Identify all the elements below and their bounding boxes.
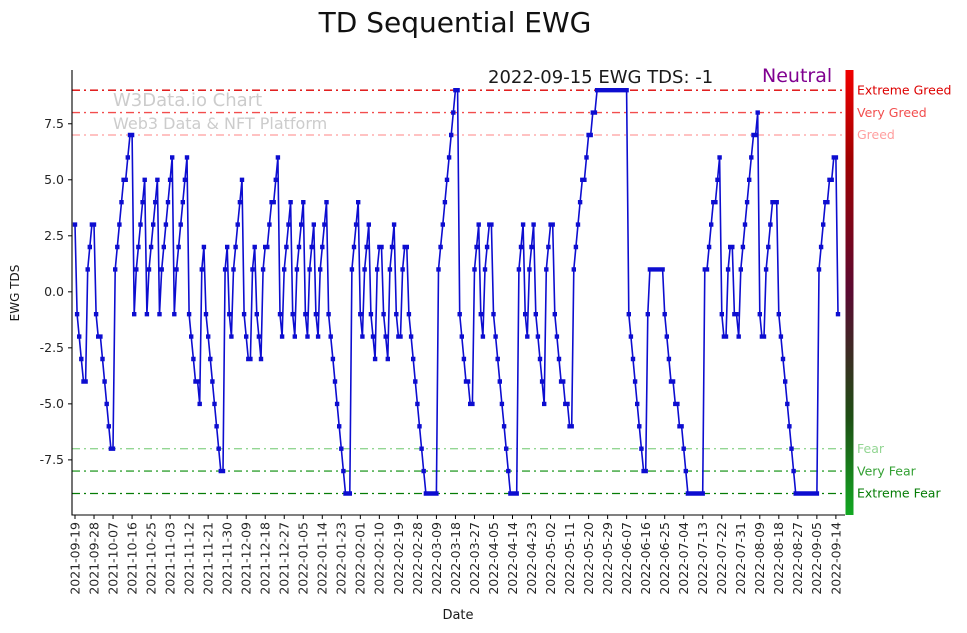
watermark-line1: W3Data.io Chart	[113, 90, 263, 111]
svg-text:2022-08-27: 2022-08-27	[790, 522, 805, 595]
threshold-lines	[72, 89, 845, 495]
svg-text:2022-02-10: 2022-02-10	[372, 522, 387, 595]
svg-text:-5.0: -5.0	[40, 396, 64, 411]
watermark-line2: Web3 Data & NFT Platform	[113, 114, 328, 133]
svg-text:2022-07-04: 2022-07-04	[676, 522, 691, 595]
svg-text:2022-06-07: 2022-06-07	[619, 522, 634, 595]
svg-text:2022-05-02: 2022-05-02	[543, 522, 558, 595]
svg-text:2022-08-18: 2022-08-18	[771, 522, 786, 595]
chart-title: TD Sequential EWG	[318, 6, 592, 39]
svg-text:2022-07-22: 2022-07-22	[714, 522, 729, 595]
x-tick-labels: 2021-09-19 2021-09-28 2021-10-07 2021-10-16…	[67, 515, 843, 595]
svg-text:2021-11-30: 2021-11-30	[220, 522, 235, 595]
svg-text:Very Fear: Very Fear	[857, 463, 917, 478]
svg-text:2021-10-07: 2021-10-07	[105, 522, 120, 595]
svg-text:2022-01-05: 2022-01-05	[296, 522, 311, 595]
threshold-labels: Extreme Greed Very Greed Greed Fear Very Fea…	[857, 82, 951, 500]
svg-text:2021-12-09: 2021-12-09	[239, 522, 254, 595]
svg-text:Very Greed: Very Greed	[857, 105, 927, 120]
svg-text:2022-04-14: 2022-04-14	[505, 522, 520, 595]
svg-text:2021-11-12: 2021-11-12	[182, 522, 197, 595]
data-markers	[72, 88, 841, 496]
svg-text:2022-03-27: 2022-03-27	[467, 522, 482, 595]
svg-text:2022-03-18: 2022-03-18	[448, 522, 463, 595]
current-value-annotation: 2022-09-15 EWG TDS: -1	[488, 67, 714, 88]
svg-text:Fear: Fear	[857, 441, 885, 456]
svg-text:2022-07-13: 2022-07-13	[695, 522, 710, 595]
sentiment-status-badge: Neutral	[762, 65, 833, 87]
svg-text:2022-02-28: 2022-02-28	[410, 522, 425, 595]
svg-text:2021-11-21: 2021-11-21	[201, 522, 216, 595]
svg-text:5.0: 5.0	[44, 172, 64, 187]
svg-text:2021-09-19: 2021-09-19	[67, 522, 82, 595]
svg-text:2022-05-11: 2022-05-11	[562, 522, 577, 595]
svg-text:2022-02-19: 2022-02-19	[391, 522, 406, 595]
svg-text:0.0: 0.0	[44, 284, 64, 299]
svg-text:Extreme Greed: Extreme Greed	[857, 82, 951, 97]
svg-text:2022-03-09: 2022-03-09	[429, 522, 444, 595]
svg-text:2022-05-29: 2022-05-29	[600, 522, 615, 595]
svg-text:2022-01-23: 2022-01-23	[334, 522, 349, 595]
svg-text:2022-09-14: 2022-09-14	[828, 522, 843, 595]
svg-text:-2.5: -2.5	[40, 340, 64, 355]
svg-text:2021-10-16: 2021-10-16	[124, 522, 139, 595]
svg-text:Greed: Greed	[857, 127, 895, 142]
svg-text:-7.5: -7.5	[40, 452, 64, 467]
axis-spines	[71, 70, 845, 516]
svg-text:2021-09-28: 2021-09-28	[86, 522, 101, 595]
sentiment-gauge-strip	[845, 70, 854, 515]
svg-text:2022-06-25: 2022-06-25	[657, 522, 672, 595]
svg-text:2.5: 2.5	[44, 228, 64, 243]
svg-text:2022-04-05: 2022-04-05	[486, 522, 501, 595]
svg-text:2022-01-14: 2022-01-14	[315, 522, 330, 595]
svg-text:2022-04-23: 2022-04-23	[524, 522, 539, 595]
x-axis-label: Date	[442, 608, 474, 623]
data-line	[74, 89, 839, 495]
y-tick-labels: 7.5 5.0 2.5 0.0 -2.5 -5.0 -7.5	[40, 116, 72, 467]
svg-text:2021-11-03: 2021-11-03	[162, 522, 177, 595]
svg-text:2021-12-27: 2021-12-27	[277, 522, 292, 595]
svg-text:Extreme Fear: Extreme Fear	[857, 486, 941, 501]
svg-text:2022-05-20: 2022-05-20	[581, 522, 596, 595]
svg-text:7.5: 7.5	[44, 116, 64, 131]
svg-text:2022-02-01: 2022-02-01	[353, 522, 368, 595]
svg-text:2021-12-18: 2021-12-18	[258, 522, 273, 595]
svg-text:2022-08-09: 2022-08-09	[752, 522, 767, 595]
svg-text:2022-09-05: 2022-09-05	[809, 522, 824, 595]
svg-text:2022-06-16: 2022-06-16	[638, 522, 653, 595]
svg-text:2022-07-31: 2022-07-31	[733, 522, 748, 595]
svg-text:2021-10-25: 2021-10-25	[143, 522, 158, 595]
